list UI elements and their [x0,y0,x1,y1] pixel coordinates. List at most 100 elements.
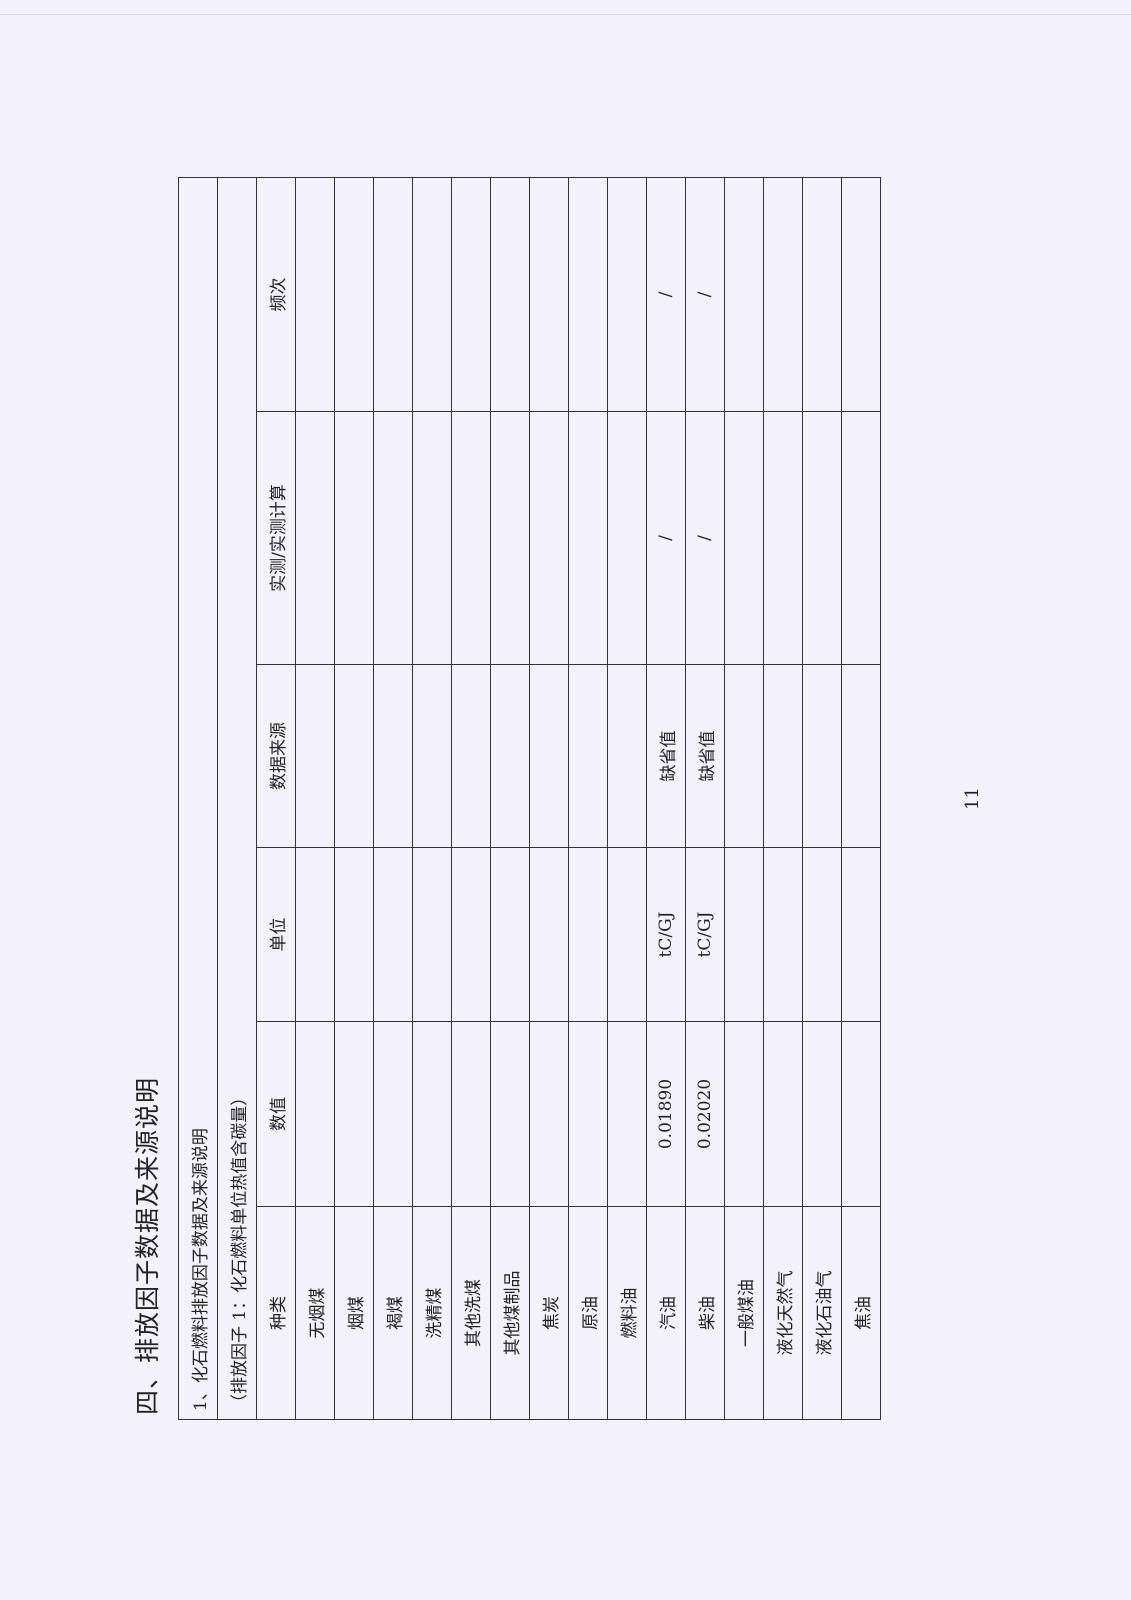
scan-edge [0,14,1131,15]
table-cell [529,847,569,1022]
table-cell [490,177,530,412]
table-cell [841,177,881,412]
table-cell: 洗精煤 [412,1206,452,1420]
table-row: 柴油 0.02020 tC/GJ 缺省值 / / [685,177,725,1420]
header-cell: 实测/实测计算 [256,411,296,665]
table-cell [841,847,881,1022]
table-cell: 焦油 [841,1206,881,1420]
table-cell [490,847,530,1022]
table-cell [724,1021,764,1207]
table-cell [373,411,413,665]
emission-factor-table: 1、化石燃料排放因子数据及来源说明 （排放因子 1：化石燃料单位热值含碳量） 种… [178,177,881,1420]
table-row: 焦油 [841,177,881,1420]
table-cell: tC/GJ [646,847,686,1022]
table-row: 一般煤油 [724,177,764,1420]
table-cell [763,847,803,1022]
table-cell: 其他洗煤 [451,1206,491,1420]
table-cell [568,847,608,1022]
section-title: 1、化石燃料排放因子数据及来源说明 [178,177,218,1420]
table-row: 无烟煤 [295,177,335,1420]
table-cell [763,664,803,848]
table-cell [451,411,491,665]
table-cell [529,1021,569,1207]
table-cell [451,847,491,1022]
table-cell: 褐煤 [373,1206,413,1420]
table-cell [412,847,452,1022]
table-cell [451,177,491,412]
table-cell [451,664,491,848]
table-row: 洗精煤 [412,177,452,1420]
page-heading: 四、排放因子数据及来源说明 [133,1076,162,1415]
table-cell [412,411,452,665]
table-cell [334,411,374,665]
table-cell [568,664,608,848]
table-cell [373,177,413,412]
table-cell [373,847,413,1022]
table-cell [373,664,413,848]
table-cell [724,847,764,1022]
table-cell [607,1021,647,1207]
table-cell [763,177,803,412]
table-cell: 柴油 [685,1206,725,1420]
table-cell: 缺省值 [646,664,686,848]
table-cell [295,1021,335,1207]
table-cell [802,177,842,412]
table-cell [802,1021,842,1207]
table-cell: / [685,177,725,412]
table-cell: 缺省值 [685,664,725,848]
table-cell [529,664,569,848]
table-cell [334,1021,374,1207]
table-cell [763,411,803,665]
header-row: 种类 数值 单位 数据来源 实测/实测计算 频次 [256,177,296,1420]
header-cell: 种类 [256,1206,296,1420]
table-row: 焦炭 [529,177,569,1420]
table-cell: 燃料油 [607,1206,647,1420]
table-cell [295,411,335,665]
table-cell: 液化天然气 [763,1206,803,1420]
table-cell [841,411,881,665]
table-row: 液化石油气 [802,177,842,1420]
table-cell [607,177,647,412]
table-cell [334,664,374,848]
table-cell: / [646,411,686,665]
table-cell [841,1021,881,1207]
table-cell: 汽油 [646,1206,686,1420]
table-cell [607,664,647,848]
table-cell [568,411,608,665]
header-cell: 数值 [256,1021,296,1207]
table-row: 其他煤制品 [490,177,530,1420]
table-cell: 焦炭 [529,1206,569,1420]
table-cell: / [646,177,686,412]
table-cell [451,1021,491,1207]
table-cell [295,847,335,1022]
table-row: 褐煤 [373,177,413,1420]
table-cell [529,411,569,665]
table-cell [802,664,842,848]
table-cell [724,177,764,412]
table-cell: 0.01890 [646,1021,686,1207]
table-cell: / [685,411,725,665]
table-cell [763,1021,803,1207]
table-cell [724,664,764,848]
table-cell [568,177,608,412]
table-cell: 原油 [568,1206,608,1420]
table-row: 其他洗煤 [451,177,491,1420]
table-cell: 烟煤 [334,1206,374,1420]
table-cell [412,177,452,412]
sub-title-row: （排放因子 1：化石燃料单位热值含碳量） [217,177,257,1420]
table-cell [802,847,842,1022]
table-cell [412,1021,452,1207]
table-cell [841,664,881,848]
table-cell [490,664,530,848]
table-row: 燃料油 [607,177,647,1420]
table-cell: 无烟煤 [295,1206,335,1420]
table-cell: 一般煤油 [724,1206,764,1420]
table-row: 烟煤 [334,177,374,1420]
table-row: 液化天然气 [763,177,803,1420]
table-cell: 其他煤制品 [490,1206,530,1420]
table-cell [490,411,530,665]
table-row: 汽油 0.01890 tC/GJ 缺省值 / / [646,177,686,1420]
table-cell [802,411,842,665]
header-cell: 数据来源 [256,664,296,848]
